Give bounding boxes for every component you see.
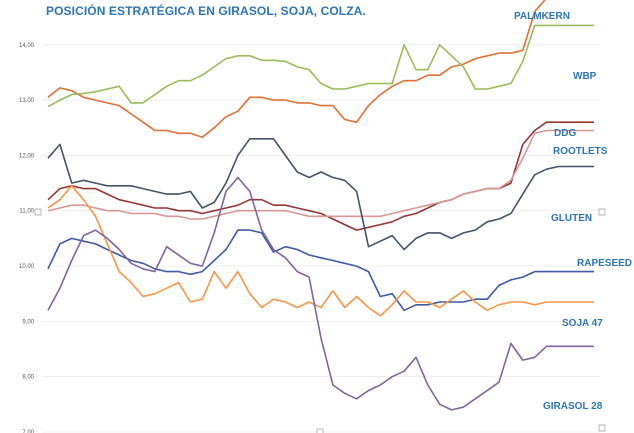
series-label-wbp: WBP — [573, 71, 597, 82]
y-tick-label: 7,00 — [22, 430, 34, 433]
series-line-rootlets — [47, 129, 594, 220]
series-label-rootlets: ROOTLETS — [553, 146, 608, 157]
y-tick-label: 13,00 — [19, 98, 35, 104]
series-line-gluten — [47, 138, 594, 251]
series-line-soja-47 — [47, 185, 594, 317]
series-label-soja-47: SOJA 47 — [562, 318, 603, 329]
y-tick-label: 8,00 — [22, 375, 34, 381]
resize-handle[interactable] — [316, 428, 324, 433]
series-label-gluten: GLUTEN — [551, 213, 592, 224]
resize-handle[interactable] — [598, 424, 606, 432]
series-labels: PALMKERN WBP DDG ROOTLETS GLUTEN RAPESEED SOJA… — [514, 11, 632, 412]
series-label-ddg: DDG — [554, 128, 576, 139]
series-line-wbp — [47, 24, 594, 108]
y-tick-label: 9,00 — [22, 319, 34, 325]
y-tick-label: 14,00 — [19, 43, 35, 49]
y-tick-label: 12,00 — [19, 153, 35, 159]
resize-handle[interactable] — [598, 208, 606, 216]
series-line-rapeseed — [47, 229, 594, 312]
resize-handle[interactable] — [34, 208, 42, 216]
y-tick-label: 11,00 — [19, 209, 34, 215]
series-label-palmkern: PALMKERN — [514, 11, 570, 22]
gridlines — [42, 44, 600, 433]
y-tick-label: 10,00 — [19, 264, 35, 270]
series-label-rapeseed: RAPESEED — [577, 258, 632, 269]
series-label-girasol-28: GIRASOL 28 — [543, 401, 603, 412]
chart-title: POSICIÓN ESTRATÉGICA EN GIRASOL, SOJA, C… — [46, 4, 366, 18]
selection-handles[interactable] — [34, 208, 606, 433]
y-axis-ticks: 14,00 13,00 12,00 11,00 10,00 9,00 8,00 7,00 — [19, 43, 35, 433]
series-lines — [47, 0, 594, 411]
series-line-girasol-28 — [47, 176, 594, 411]
series-line-palmkern — [47, 0, 546, 138]
